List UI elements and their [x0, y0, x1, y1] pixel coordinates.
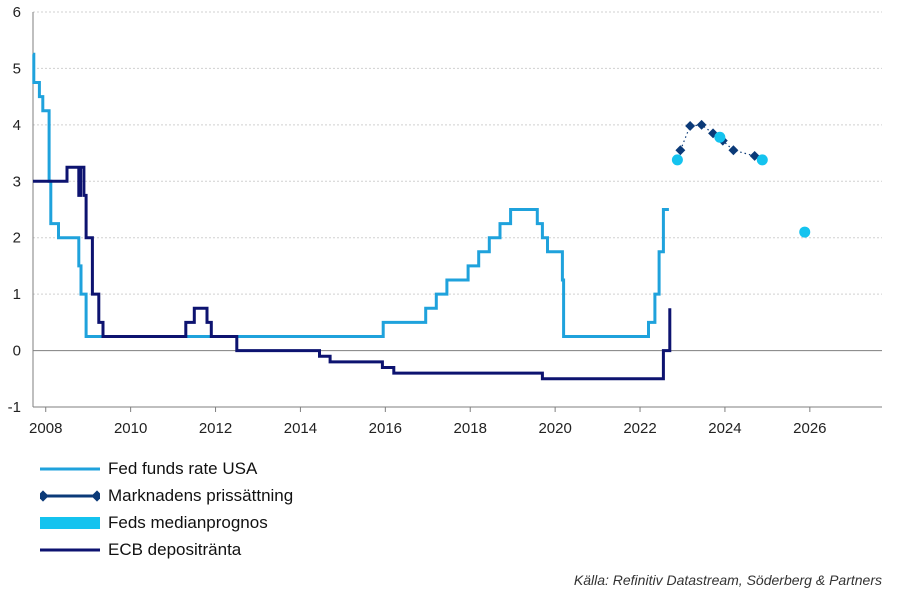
x-tick-label: 2024 [708, 420, 741, 437]
legend-item-fed-funds: Fed funds rate USA [40, 455, 293, 482]
axes [32, 12, 882, 412]
x-tick-label: 2022 [623, 420, 656, 437]
legend-label-market-pricing: Marknadens prissättning [108, 485, 294, 505]
x-tick-label: 2020 [538, 420, 571, 437]
gridlines [33, 11, 882, 408]
legend-swatch-fed-funds [40, 462, 100, 476]
series-point-feds-medianprognos [671, 154, 683, 166]
series-point-feds-medianprognos [756, 154, 768, 166]
y-tick-label: 3 [13, 173, 21, 190]
legend-item-market-pricing: Marknadens prissättning [37, 482, 294, 509]
legend: Fed funds rate USA Marknadens prissättni… [37, 455, 294, 563]
series-point-feds-medianprognos [714, 131, 726, 143]
tick-labels: -1 0 1 2 3 4 5 6 2008 2010 2012 2014 2016 2018 2020 202… [8, 4, 827, 437]
y-tick-label: 0 [13, 343, 21, 360]
y-tick-label: 6 [13, 4, 21, 21]
legend-label-fed-median: Feds medianprognos [108, 512, 268, 532]
series-layer [32, 52, 811, 381]
x-tick-label: 2014 [284, 420, 317, 437]
chart: -1 0 1 2 3 4 5 6 2008 2010 2012 2014 2016 2018 2020 202… [8, 4, 882, 437]
series-point-marknadens-priss-ttning [685, 121, 696, 131]
x-tick-label: 2018 [454, 420, 487, 437]
legend-label-fed-funds: Fed funds rate USA [108, 458, 258, 478]
legend-swatch-market-pricing [37, 489, 103, 503]
y-tick-label: -1 [8, 399, 21, 416]
y-tick-label: 5 [13, 60, 21, 77]
x-tick-label: 2016 [369, 420, 402, 437]
x-tick-label: 2012 [199, 420, 232, 437]
series-point-feds-medianprognos [799, 226, 811, 238]
y-tick-label: 1 [13, 286, 21, 303]
source-note: Källa: Refinitiv Datastream, Söderberg &… [573, 572, 882, 588]
legend-item-ecb: ECB depositränta [40, 536, 293, 563]
x-tick-label: 2008 [29, 420, 62, 437]
x-tick-label: 2026 [793, 420, 826, 437]
legend-swatch-ecb [40, 543, 100, 557]
x-tick-label: 2010 [114, 420, 147, 437]
series-line-ecb-depositr-nta [33, 165, 672, 381]
legend-item-fed-median: Feds medianprognos [40, 509, 293, 536]
series-line-fed-funds-rate-usa [32, 52, 669, 338]
y-tick-label: 2 [13, 230, 21, 247]
series-point-marknadens-priss-ttning [675, 145, 686, 156]
legend-swatch-fed-median [40, 516, 100, 530]
series-point-marknadens-priss-ttning [728, 145, 739, 156]
legend-label-ecb: ECB depositränta [108, 539, 242, 559]
y-tick-label: 4 [13, 117, 21, 134]
series-point-marknadens-priss-ttning [696, 119, 707, 130]
